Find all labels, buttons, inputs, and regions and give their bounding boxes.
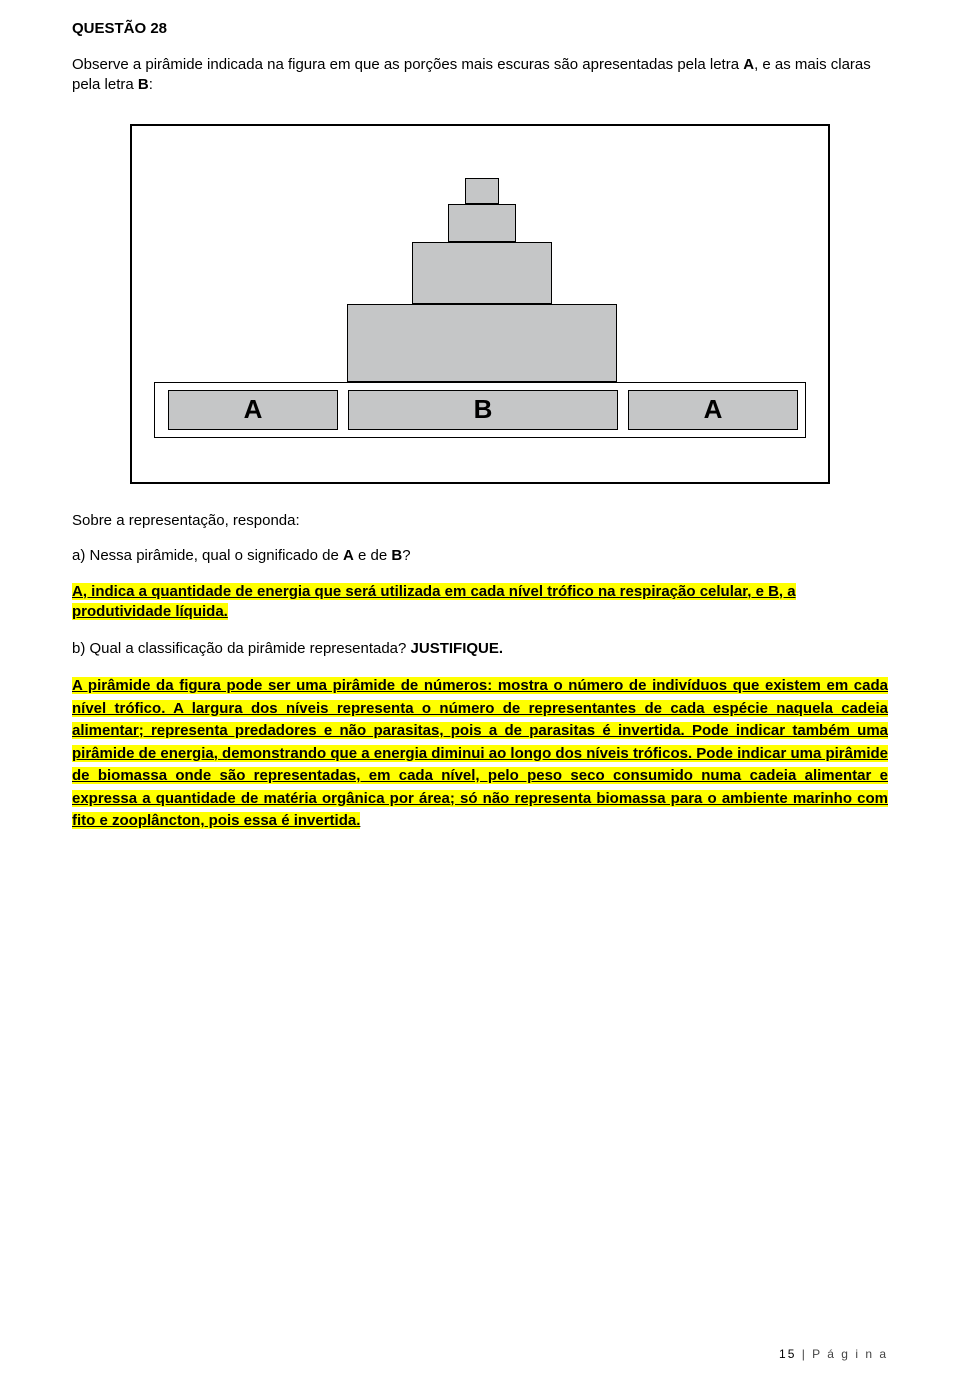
qa-end: ? [402,547,410,564]
intro-letter-a: A [743,56,754,73]
page-number: 15 [779,1347,796,1361]
prompt-line: Sobre a representação, responda: [72,512,888,529]
qb-pre: b) Qual a classificação da pirâmide repr… [72,640,411,657]
question-a: a) Nessa pirâmide, qual o significado de… [72,547,888,564]
page-label: | P á g i n a [796,1347,888,1361]
qa-pre: a) Nessa pirâmide, qual o significado de [72,547,343,564]
pyramid-cell-a-left: A [168,390,338,430]
pyramid-level-4 [448,204,516,242]
intro-text-end: : [149,76,153,93]
intro-letter-b: B [138,76,149,93]
pyramid-cell-a-right: A [628,390,798,430]
pyramid-cell-b: B [348,390,618,430]
question-b: b) Qual a classificação da pirâmide repr… [72,640,888,657]
intro-text-pre: Observe a pirâmide indicada na figura em… [72,56,743,73]
pyramid-figure: A B A [130,124,830,484]
qb-justify: JUSTIFIQUE. [411,640,504,657]
pyramid-level-2 [347,304,617,382]
qa-letter-a: A [343,547,354,564]
pyramid-level-3 [412,242,552,304]
pyramid-level-5 [465,178,499,204]
question-title: QUESTÃO 28 [72,20,888,37]
answer-b: A pirâmide da figura pode ser uma pirâmi… [72,675,888,833]
qa-letter-b: B [391,547,402,564]
page-footer: 15 | P á g i n a [779,1347,888,1361]
answer-a-text: A, indica a quantidade de energia que se… [72,583,796,620]
intro-paragraph: Observe a pirâmide indicada na figura em… [72,55,888,96]
qa-mid: e de [354,547,392,564]
answer-b-text: A pirâmide da figura pode ser uma pirâmi… [72,677,888,829]
answer-a: A, indica a quantidade de energia que se… [72,582,888,623]
